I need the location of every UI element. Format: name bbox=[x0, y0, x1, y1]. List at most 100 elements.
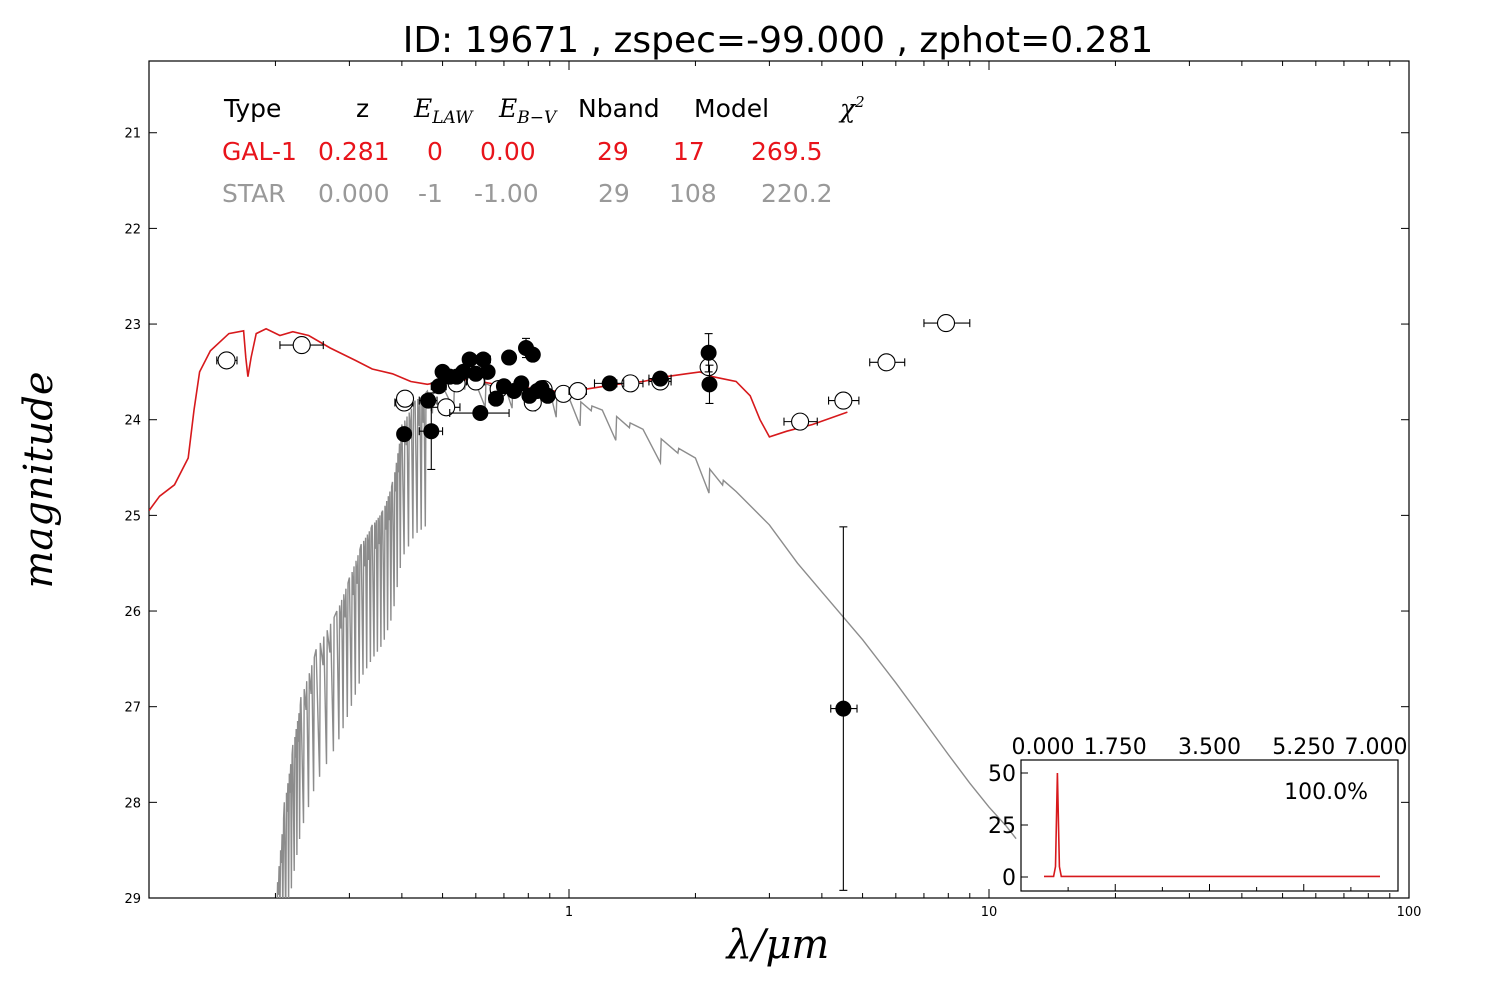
x-tick-label: 1 bbox=[565, 905, 573, 920]
open-marker bbox=[292, 336, 311, 355]
gal-type: GAL-1 bbox=[222, 137, 297, 166]
detection-point bbox=[701, 364, 718, 405]
star-chi2: 220.2 bbox=[761, 179, 833, 208]
filled-marker bbox=[396, 426, 413, 443]
inset-top-tick-label: 5.250 bbox=[1272, 735, 1335, 760]
detection-point bbox=[461, 351, 478, 368]
inset-top-tick-label: 1.750 bbox=[1084, 735, 1147, 760]
gal-z: 0.281 bbox=[318, 137, 390, 166]
x-tick-label: 100 bbox=[1397, 905, 1422, 920]
table-header-ebv: EB−V bbox=[498, 94, 558, 128]
y-tick-label: 25 bbox=[124, 509, 141, 524]
table-header-model: Model bbox=[694, 94, 769, 123]
open-marker bbox=[791, 412, 810, 431]
y-axis-label: magnitude bbox=[16, 371, 62, 588]
model-magnitude-point bbox=[828, 391, 860, 410]
open-marker bbox=[568, 381, 587, 401]
model-magnitude-point bbox=[568, 381, 587, 401]
filled-marker bbox=[420, 392, 437, 409]
detection-point bbox=[418, 392, 444, 471]
model-magnitude-point bbox=[395, 389, 415, 408]
inset-y-ticks: 50 25 0 bbox=[988, 762, 1028, 891]
inset-top-ticks: 0.000 1.750 3.500 5.250 7.000 bbox=[1012, 735, 1408, 891]
open-marker bbox=[395, 389, 415, 408]
table-row-gal: GAL-1 0.281 0 0.00 29 17 269.5 bbox=[222, 137, 823, 166]
y-tick-label: 28 bbox=[124, 796, 141, 811]
table-header-elaw: ELAW bbox=[413, 94, 474, 128]
detection-point bbox=[479, 363, 496, 380]
filled-marker bbox=[472, 405, 489, 422]
table-header-chi2: χ2 bbox=[838, 93, 865, 123]
filled-marker bbox=[701, 376, 718, 393]
open-marker bbox=[877, 353, 896, 372]
chart-title: ID: 19671 , zspec=-99.000 , zphot=0.281 bbox=[403, 20, 1154, 61]
star-type: STAR bbox=[222, 179, 286, 208]
star-elaw: -1 bbox=[418, 179, 443, 208]
y-ticks: 21 22 23 24 25 26 27 28 29 bbox=[124, 127, 1409, 907]
pdz-inset: 0.000 1.750 3.500 5.250 7.000 50 25 0 100.0% bbox=[988, 735, 1408, 892]
y-tick-label: 29 bbox=[124, 892, 141, 907]
inset-top-tick-label: 0.000 bbox=[1012, 735, 1075, 760]
star-model: 108 bbox=[669, 179, 717, 208]
detection-point bbox=[396, 426, 413, 443]
filled-marker bbox=[700, 344, 717, 361]
y-tick-label: 27 bbox=[124, 701, 141, 716]
inset-y-tick-label: 50 bbox=[988, 762, 1016, 787]
open-marker bbox=[437, 398, 456, 417]
detection-point bbox=[449, 405, 510, 422]
filled-marker bbox=[524, 346, 541, 363]
inset-pdz-line bbox=[1044, 772, 1380, 878]
x-ticks: 1 10 100 bbox=[148, 61, 1422, 920]
filled-marker bbox=[539, 387, 556, 404]
filled-marker bbox=[601, 375, 618, 392]
inset-top-tick-label: 7.000 bbox=[1345, 735, 1408, 760]
x-tick-label: 10 bbox=[981, 905, 998, 920]
model-magnitude-point bbox=[869, 353, 906, 372]
star-template-line bbox=[275, 382, 1017, 898]
model-magnitude-point bbox=[430, 398, 461, 417]
model-magnitude-point bbox=[923, 314, 971, 333]
model-magnitude-point bbox=[279, 336, 324, 355]
filled-marker bbox=[487, 390, 504, 407]
inset-top-tick-label: 3.500 bbox=[1178, 735, 1241, 760]
filled-marker bbox=[479, 363, 496, 380]
detection-point bbox=[501, 349, 518, 366]
y-tick-label: 22 bbox=[124, 222, 141, 237]
open-marker bbox=[217, 351, 236, 370]
detection-point bbox=[648, 370, 672, 387]
filled-marker bbox=[461, 351, 478, 368]
plot-frame bbox=[148, 60, 1410, 899]
star-nband: 29 bbox=[598, 179, 630, 208]
detection-point bbox=[524, 346, 541, 363]
detection-point bbox=[830, 526, 858, 891]
star-ebv: -1.00 bbox=[474, 179, 539, 208]
star-z: 0.000 bbox=[318, 179, 390, 208]
detection-point bbox=[455, 363, 472, 380]
y-tick-label: 26 bbox=[124, 605, 141, 620]
table-header-nband: Nband bbox=[578, 94, 660, 123]
data-points bbox=[216, 314, 971, 891]
inset-y-tick-label: 25 bbox=[988, 814, 1016, 839]
y-tick-label: 23 bbox=[124, 318, 141, 333]
y-tick-label: 21 bbox=[124, 127, 141, 142]
table-header-type: Type bbox=[223, 94, 281, 123]
detection-point bbox=[539, 387, 556, 404]
gal-chi2: 269.5 bbox=[751, 137, 823, 166]
inset-frame bbox=[1020, 759, 1399, 892]
detection-point bbox=[593, 375, 625, 392]
gal-ebv: 0.00 bbox=[480, 137, 536, 166]
filled-marker bbox=[513, 375, 530, 392]
open-marker bbox=[834, 391, 853, 410]
fit-table: Type z ELAW EB−V Nband Model χ2 GAL-1 0.… bbox=[222, 93, 865, 208]
model-magnitude-point bbox=[216, 351, 238, 370]
detection-point bbox=[513, 375, 530, 392]
gal-nband: 29 bbox=[597, 137, 629, 166]
open-marker bbox=[621, 374, 640, 393]
gal-elaw: 0 bbox=[427, 137, 443, 166]
x-axis-label: λ/μm bbox=[725, 922, 830, 968]
filled-marker bbox=[835, 700, 852, 717]
open-marker bbox=[936, 314, 956, 333]
y-tick-label: 24 bbox=[124, 414, 141, 429]
inset-annotation: 100.0% bbox=[1284, 780, 1368, 805]
